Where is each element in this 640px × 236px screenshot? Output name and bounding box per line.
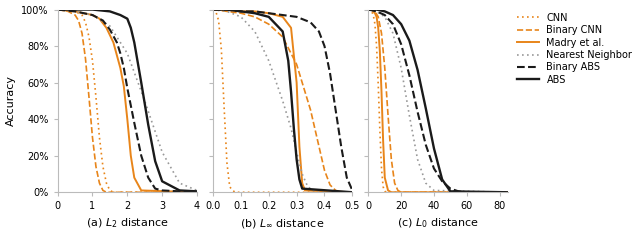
Y-axis label: Accuracy: Accuracy [6,76,15,126]
X-axis label: (c) $L_0$ distance: (c) $L_0$ distance [397,217,479,230]
X-axis label: (b) $L_\infty$ distance: (b) $L_\infty$ distance [241,217,325,230]
X-axis label: (a) $L_2$ distance: (a) $L_2$ distance [86,217,168,230]
Legend: CNN, Binary CNN, Madry et al., Nearest Neighbor, Binary ABS, ABS: CNN, Binary CNN, Madry et al., Nearest N… [515,11,634,87]
